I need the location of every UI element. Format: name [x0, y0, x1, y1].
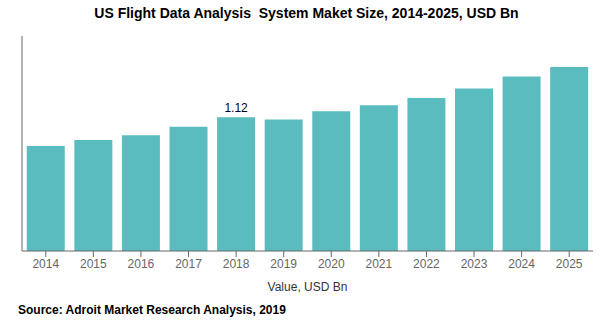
svg-text:Value, USD Bn: Value, USD Bn [268, 280, 348, 294]
html-text:US Flight Data Analysis System: US Flight Data Analysis System Maket Siz… [94, 5, 519, 21]
svg-text:2021: 2021 [366, 257, 393, 271]
svg-text:2018: 2018 [223, 257, 250, 271]
svg-text:2025: 2025 [556, 257, 583, 271]
svg-text:2024: 2024 [508, 257, 535, 271]
svg-text:2014: 2014 [32, 257, 59, 271]
svg-text:2016: 2016 [128, 257, 155, 271]
svg-text:2022: 2022 [413, 257, 440, 271]
svg-text:2020: 2020 [318, 257, 345, 271]
html-text:Source: Adroit Market Research: Source: Adroit Market Research Analysis,… [18, 303, 286, 317]
svg-text:2015: 2015 [80, 257, 107, 271]
svg-text:2017: 2017 [175, 257, 202, 271]
svg-text:2019: 2019 [270, 257, 297, 271]
svg-text:1.12: 1.12 [224, 101, 248, 115]
svg-text:2023: 2023 [461, 257, 488, 271]
